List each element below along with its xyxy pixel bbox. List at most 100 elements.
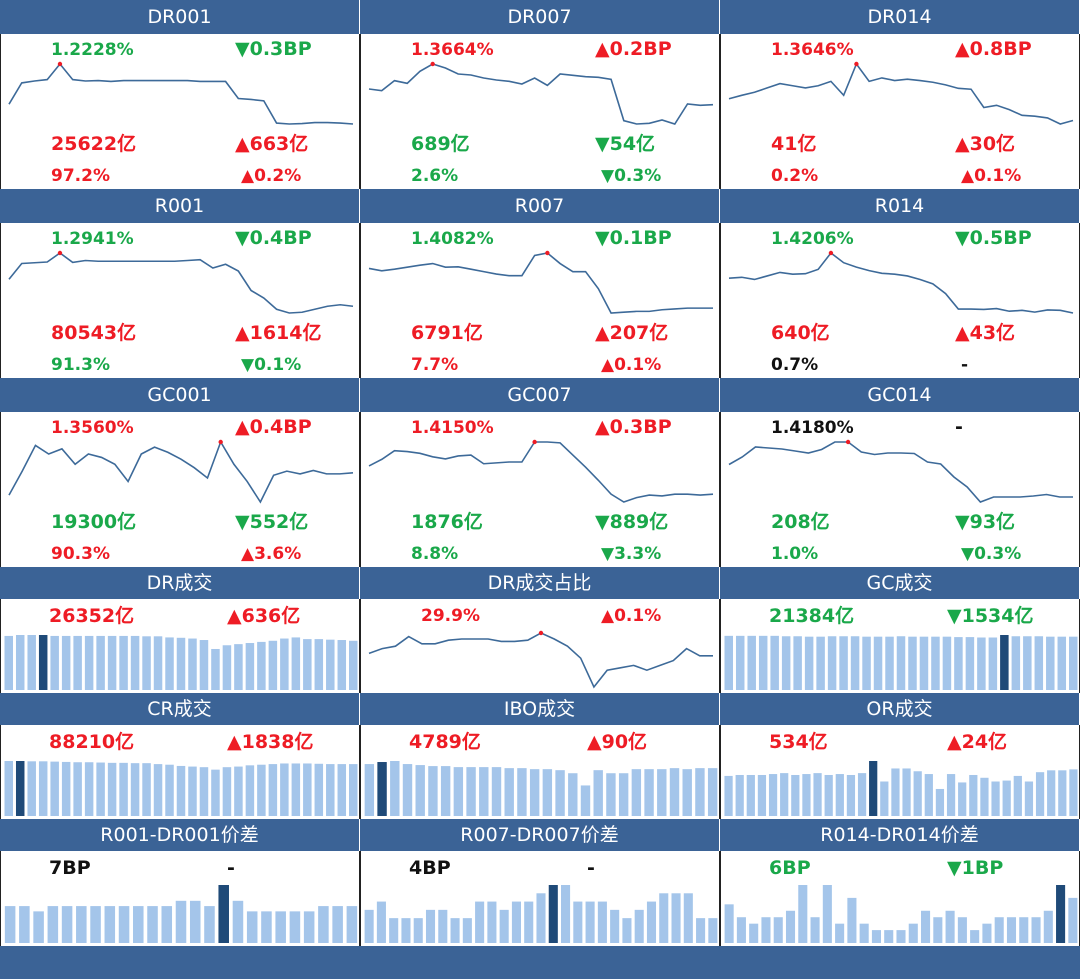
dr-share-change: ▲0.1% <box>601 606 662 626</box>
r014-dr014-bar <box>1019 917 1029 943</box>
gc-vol-bar <box>747 635 756 690</box>
r001-dr001-bar <box>189 900 201 943</box>
r014-dr014-bar <box>982 923 992 943</box>
gc014-chart <box>728 439 1073 503</box>
dr-vol-bar <box>165 637 174 690</box>
ibo-vol-bar <box>491 767 502 816</box>
r014-dr014-bar <box>908 923 918 943</box>
dr014-rate-change: ▲0.8BP <box>955 38 1032 60</box>
r001-dr001-bar <box>332 906 343 943</box>
r014-chart <box>728 250 1074 314</box>
gc-vol-bar <box>816 636 825 690</box>
ibo-vol-bar <box>390 761 400 816</box>
gc014-rate-change: - <box>955 416 963 438</box>
dr-vol-bar <box>326 639 335 690</box>
r007-dr007-bar-highlight <box>548 885 558 943</box>
gc-vol-chart <box>724 635 1078 690</box>
dr-vol-bar <box>176 637 186 690</box>
dr014-chart <box>728 61 1074 125</box>
r014-dr014-bar <box>1068 897 1078 943</box>
gc-vol-bar <box>931 636 940 690</box>
r001-dr001-bar-highlight <box>218 885 229 943</box>
dr-vol-bar <box>15 635 25 690</box>
dr014-latest-point <box>854 61 859 67</box>
or-vol-bar <box>946 774 956 816</box>
cr-vol-bar <box>257 764 266 816</box>
gc001-panel: 1.3560% ▲0.4BP 19300亿 ▼552亿 90.3% ▲3.6% <box>0 412 360 567</box>
r014-dr014-bar <box>835 923 845 943</box>
or-vol-bar <box>880 781 889 816</box>
dr001-share-change: ▲0.2% <box>241 166 302 186</box>
ibo-vol-change: ▲90亿 <box>587 731 648 753</box>
r014-share-change: - <box>961 355 969 375</box>
or-vol-chart <box>724 761 1078 816</box>
dr007-rate: 1.3664% <box>411 40 494 60</box>
dr-share-value: 29.9% <box>421 606 480 626</box>
r014-dr014-bar <box>921 910 931 943</box>
dr-vol-title: DR成交 <box>0 567 360 599</box>
dr-vol-bar <box>211 648 220 690</box>
or-vol-value: 534亿 <box>769 731 828 753</box>
r014-dr014-change: ▼1BP <box>947 857 1004 879</box>
ibo-vol-bar <box>555 770 565 816</box>
dr-vol-bar <box>119 635 128 690</box>
gc-vol-bar <box>954 637 963 690</box>
gc001-rate-change: ▲0.4BP <box>235 416 312 438</box>
or-vol-bar <box>1069 769 1078 816</box>
r001-dr001-bar <box>133 906 144 943</box>
r014-rate: 1.4206% <box>771 229 854 249</box>
r007-dr007-bar <box>561 885 571 943</box>
r007-dr007-bar <box>487 901 497 943</box>
r014-panel: 1.4206% ▼0.5BP 640亿 ▲43亿 0.7% - <box>720 223 1080 378</box>
dr-vol-bar <box>61 635 71 690</box>
ibo-vol-bar <box>504 768 514 816</box>
r014-dr014-bar-highlight <box>1056 885 1066 943</box>
cr-vol-bar <box>27 761 36 816</box>
r007-volume-change: ▲207亿 <box>595 322 669 344</box>
gc014-series-line <box>728 441 1073 503</box>
r001-latest-point <box>57 250 63 256</box>
gc001-share-change: ▲3.6% <box>241 544 302 564</box>
gc-vol-bar <box>804 636 814 690</box>
dr001-title: DR001 <box>0 0 360 34</box>
dr-vol-bar <box>314 639 324 690</box>
r007-dr007-bar <box>634 909 644 943</box>
gc014-share-change: ▼0.3% <box>961 544 1022 564</box>
r001-dr001-bar <box>246 911 258 943</box>
ibo-vol-bar <box>568 773 578 816</box>
dr001-volume: 25622亿 <box>51 133 137 155</box>
cr-vol-panel: 88210亿 ▲1838亿 <box>0 725 360 819</box>
dr-vol-chart <box>4 635 358 690</box>
r007-dr007-bar <box>511 901 521 943</box>
gc-vol-panel: 21384亿 ▼1534亿 <box>720 599 1080 693</box>
dr-share-panel: 29.9% ▲0.1% <box>360 599 720 693</box>
r007-title: R007 <box>360 189 720 223</box>
dr014-title: DR014 <box>720 0 1080 34</box>
cr-vol-bar <box>303 763 312 816</box>
gc-vol-title: GC成交 <box>720 567 1080 599</box>
r001-dr001-bar <box>275 911 286 943</box>
r007-dr007-bar <box>671 893 681 943</box>
gc-vol-bar <box>965 637 975 690</box>
dr-vol-bar <box>291 637 301 690</box>
or-vol-bar <box>1047 770 1056 816</box>
r014-share: 0.7% <box>771 355 819 375</box>
dr-share-latest-point <box>538 630 544 636</box>
dr007-share: 2.6% <box>411 166 459 186</box>
r007-dr007-bar <box>401 918 411 943</box>
cr-vol-bar <box>188 766 197 816</box>
ibo-vol-bar <box>440 766 451 816</box>
ibo-vol-bar <box>644 769 654 816</box>
cr-vol-bar <box>222 767 232 816</box>
r007-rate: 1.4082% <box>411 229 494 249</box>
gc007-volume: 1876亿 <box>411 511 483 533</box>
ibo-vol-bar <box>657 769 667 816</box>
r014-dr014-bar <box>1006 917 1017 943</box>
r001-dr001-bar <box>47 906 59 943</box>
dr001-rate-change: ▼0.3BP <box>235 38 312 60</box>
or-vol-bar <box>969 774 978 816</box>
cr-vol-bar <box>84 762 94 816</box>
gc001-latest-point <box>218 439 223 445</box>
cr-vol-bar <box>349 764 358 816</box>
